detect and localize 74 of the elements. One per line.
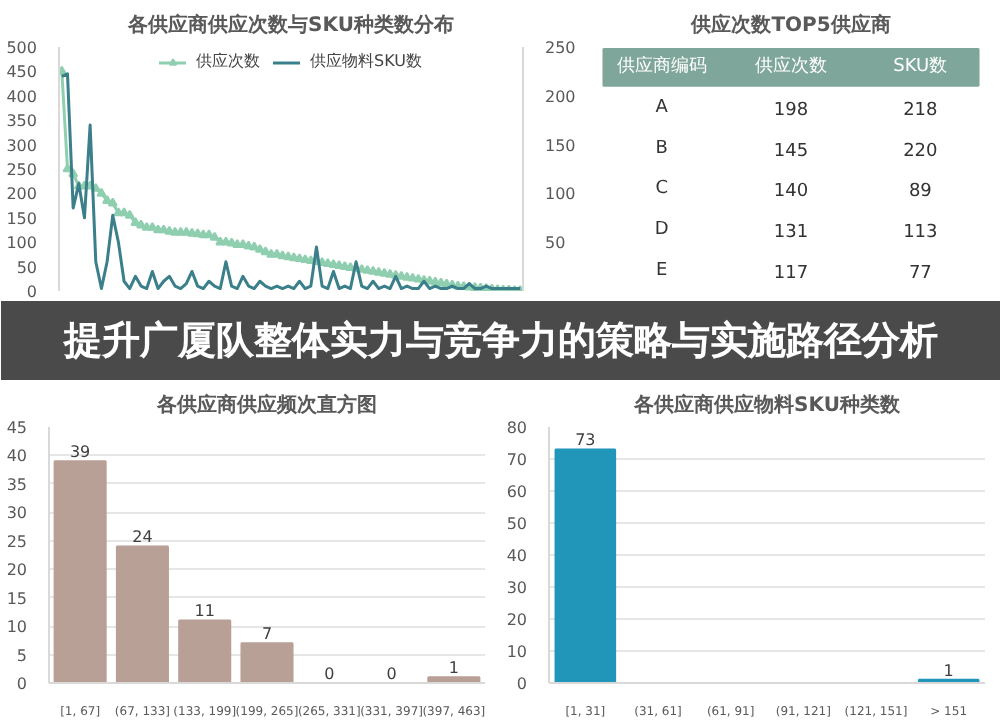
y-tick-label: 300	[6, 136, 38, 155]
bar	[427, 676, 481, 683]
data-label: 11	[194, 602, 215, 621]
data-label: 131	[773, 223, 809, 243]
data-label: 198	[773, 101, 809, 121]
text: 供应次数TOP5供应商	[689, 13, 891, 37]
data-label: 218	[903, 101, 939, 121]
y2-tick-label: 100	[545, 185, 576, 204]
y-tick-label: 70	[506, 451, 528, 469]
data-label: 89	[908, 182, 933, 203]
y-tick-label: 250	[6, 161, 38, 179]
chart-title: 各供应商供应次数与SKU种类数分布	[126, 13, 454, 37]
text: 供应商编码	[616, 55, 707, 78]
bar	[115, 545, 169, 683]
data-label: 1	[448, 659, 459, 678]
bar	[240, 642, 294, 683]
y-tick-label: 30	[6, 504, 28, 523]
data-label: 145	[773, 141, 809, 162]
data-label: 73	[575, 431, 596, 450]
y2-tick-label: 150	[545, 136, 576, 155]
y2-tick-label: 250	[545, 39, 576, 57]
legend-label: 供应次数	[196, 50, 261, 72]
y-tick-label: 35	[6, 475, 28, 494]
category-label: A	[655, 98, 670, 118]
data-label: 117	[773, 263, 809, 284]
legend-label: 供应物料SKU数	[310, 50, 422, 72]
chart-title: 各供应商供应频次直方图	[155, 393, 377, 417]
y-tick-label: 15	[6, 589, 28, 608]
y-tick-label: 30	[506, 579, 528, 597]
data-label: 113	[903, 223, 938, 243]
category-label: B	[655, 138, 668, 159]
chart-title: 各供应商供应物料SKU种类数	[632, 393, 902, 417]
y-tick-label: 100	[6, 234, 38, 253]
category-label: C	[655, 179, 668, 200]
data-label: 77	[908, 263, 932, 284]
data-label: 0	[386, 665, 397, 683]
data-label: 1	[943, 661, 954, 680]
category-label: E	[655, 260, 668, 281]
y-tick-label: 45	[6, 419, 28, 437]
y-tick-label: 0	[26, 283, 38, 301]
category-label: D	[654, 220, 669, 240]
data-label: 220	[903, 141, 939, 162]
text: 提升广厦队整体实力与竞争力的策略与实施路径分析	[62, 319, 938, 363]
bar	[178, 619, 232, 683]
y-tick-label: 20	[506, 611, 528, 629]
y-tick-label: 50	[16, 258, 38, 277]
data-label: 7	[261, 625, 273, 644]
y-tick-label: 40	[6, 447, 28, 466]
y-tick-label: 450	[6, 63, 38, 82]
y-tick-label: 5	[16, 646, 28, 665]
y-tick-label: 0	[16, 675, 28, 693]
y-tick-label: 400	[6, 87, 38, 106]
y-tick-label: 150	[6, 209, 38, 228]
y-tick-label: 80	[506, 419, 528, 437]
data-label: 39	[69, 443, 91, 462]
y-tick-label: 40	[506, 547, 528, 565]
y2-tick-label: 50	[545, 234, 566, 253]
y-tick-label: 350	[6, 112, 38, 131]
y-tick-label: 0	[516, 675, 528, 693]
y-tick-label: 50	[506, 515, 528, 533]
y-tick-label: 25	[6, 532, 28, 551]
y-tick-label: 10	[506, 643, 528, 661]
data-label: 140	[773, 182, 809, 203]
y-tick-label: 500	[6, 39, 38, 57]
data-label: 24	[132, 528, 153, 547]
text: 供应次数	[755, 55, 827, 78]
y-tick-label: 60	[506, 483, 528, 501]
y-tick-label: 10	[6, 618, 28, 637]
y-tick-label: 20	[6, 561, 28, 580]
bar	[53, 460, 107, 683]
data-label: 0	[324, 665, 335, 683]
text: SKU数	[893, 55, 948, 78]
y2-tick-label: 200	[545, 87, 576, 106]
y-tick-label: 200	[6, 185, 38, 204]
